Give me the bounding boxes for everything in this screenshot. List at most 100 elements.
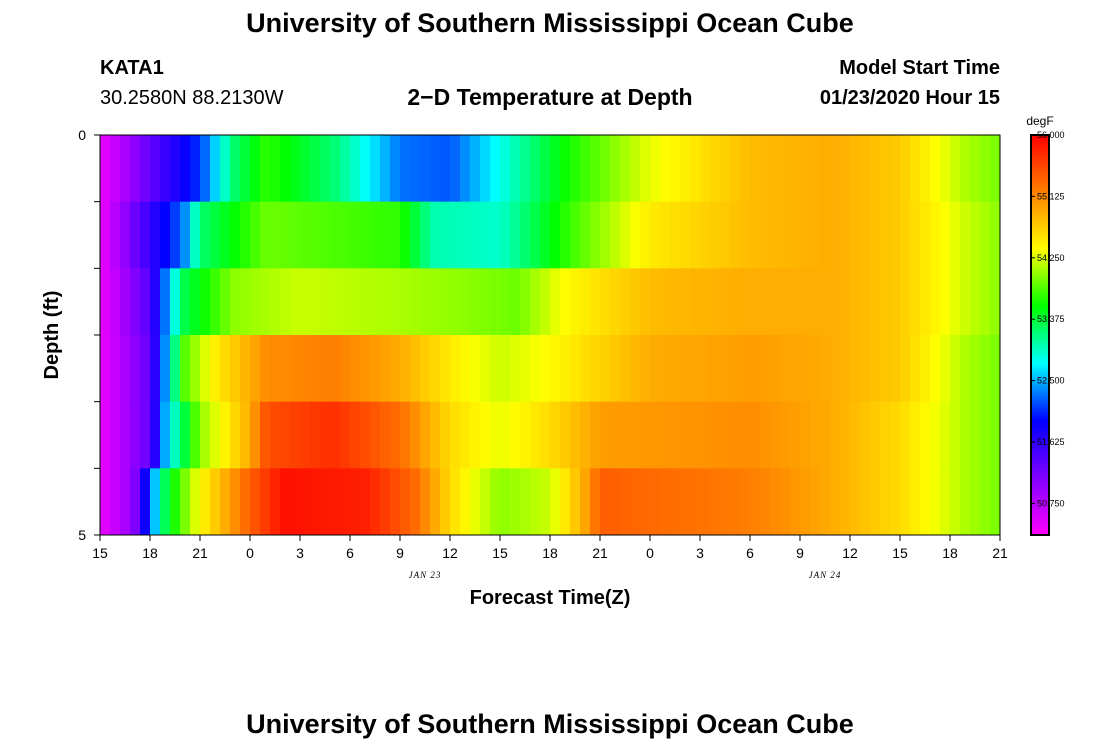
heatmap-cell (850, 268, 861, 336)
heatmap-cell (270, 268, 281, 336)
heatmap-cell (780, 201, 791, 269)
heatmap-cell (210, 201, 221, 269)
heatmap-cell (140, 135, 151, 203)
heatmap-cell (520, 135, 531, 203)
heatmap-cell (450, 468, 461, 536)
heatmap-cell (590, 201, 601, 269)
heatmap-cell (340, 401, 351, 469)
heatmap-cell (560, 335, 571, 403)
heatmap-cell (730, 468, 741, 536)
heatmap-cell (580, 401, 591, 469)
heatmap-cell (690, 201, 701, 269)
heatmap-cell (130, 201, 141, 269)
heatmap-cell (460, 401, 471, 469)
heatmap-cell (630, 401, 641, 469)
heatmap-cell (390, 268, 401, 336)
heatmap-cell (410, 135, 421, 203)
heatmap-cell (560, 468, 571, 536)
heatmap-cell (880, 401, 891, 469)
heatmap-cell (340, 201, 351, 269)
heatmap-cell (210, 135, 221, 203)
heatmap-cell (270, 401, 281, 469)
heatmap-cell (160, 468, 171, 536)
heatmap-cell (280, 335, 291, 403)
heatmap-cell (450, 201, 461, 269)
heatmap-cell (480, 401, 491, 469)
heatmap-cell (980, 335, 991, 403)
colorbar-unit: degF (1026, 114, 1053, 128)
heatmap-cell (370, 335, 381, 403)
heatmap-cell (370, 468, 381, 536)
heatmap-cell (520, 401, 531, 469)
x-tick-label: 15 (492, 545, 508, 561)
heatmap-cell (720, 201, 731, 269)
heatmap-cell (740, 468, 751, 536)
heatmap-cell (570, 335, 581, 403)
heatmap-cell (570, 401, 581, 469)
heatmap-cell (290, 401, 301, 469)
heatmap-cell (170, 268, 181, 336)
heatmap-cell (560, 268, 571, 336)
heatmap-cell (740, 135, 751, 203)
heatmap-cell (100, 135, 111, 203)
heatmap-cell (230, 135, 241, 203)
x-tick-label: 15 (92, 545, 108, 561)
heatmap-cell (800, 268, 811, 336)
x-tick-label: 18 (542, 545, 558, 561)
x-tick-label: 21 (192, 545, 208, 561)
heatmap-cell (160, 268, 171, 336)
heatmap-cell (540, 468, 551, 536)
heatmap-cell (110, 401, 121, 469)
heatmap-cell (640, 401, 651, 469)
heatmap-cell (390, 135, 401, 203)
heatmap-cell (600, 201, 611, 269)
heatmap-cell (900, 468, 911, 536)
heatmap-cell (190, 468, 201, 536)
heatmap-cell (220, 201, 231, 269)
heatmap-cell (970, 268, 981, 336)
heatmap-cell (380, 401, 391, 469)
heatmap-cell (190, 335, 201, 403)
heatmap-cell (460, 335, 471, 403)
heatmap-cell (250, 468, 261, 536)
heatmap-cell (710, 335, 721, 403)
heatmap-cell (830, 401, 841, 469)
heatmap-cell (180, 335, 191, 403)
heatmap-cell (810, 335, 821, 403)
heatmap-cell (920, 201, 931, 269)
heatmap-cell (510, 201, 521, 269)
colorbar: 56.000 55.125 54.250 53.375 52.500 51.625 50.7… (1030, 130, 1065, 536)
heatmap-cell (440, 335, 451, 403)
heatmap-cell (100, 335, 111, 403)
heatmap-cell (320, 201, 331, 269)
heatmap-cell (770, 201, 781, 269)
heatmap-cell (770, 335, 781, 403)
heatmap-cell (900, 335, 911, 403)
heatmap-cell (330, 468, 341, 536)
heatmap-cell (900, 201, 911, 269)
heatmap-cell (830, 468, 841, 536)
heatmap-cell (810, 268, 821, 336)
heatmap-cell (620, 335, 631, 403)
heatmap-cell (220, 135, 231, 203)
heatmap-cell (240, 135, 251, 203)
heatmap-cell (220, 401, 231, 469)
heatmap-cell (640, 335, 651, 403)
heatmap-cell (650, 468, 661, 536)
heatmap-cell (990, 468, 1001, 536)
heatmap-cell (510, 468, 521, 536)
heatmap-cell (510, 135, 521, 203)
heatmap-cell (230, 468, 241, 536)
heatmap-cell (520, 268, 531, 336)
heatmap-cell (720, 401, 731, 469)
heatmap-cell (800, 468, 811, 536)
heatmap-cell (800, 201, 811, 269)
heatmap-cell (540, 135, 551, 203)
heatmap-cell (450, 335, 461, 403)
heatmap-cell (670, 268, 681, 336)
heatmap-cell (920, 468, 931, 536)
heatmap-cell (660, 268, 671, 336)
heatmap-cell (770, 401, 781, 469)
heatmap-cell (430, 401, 441, 469)
heatmap-cell (180, 468, 191, 536)
